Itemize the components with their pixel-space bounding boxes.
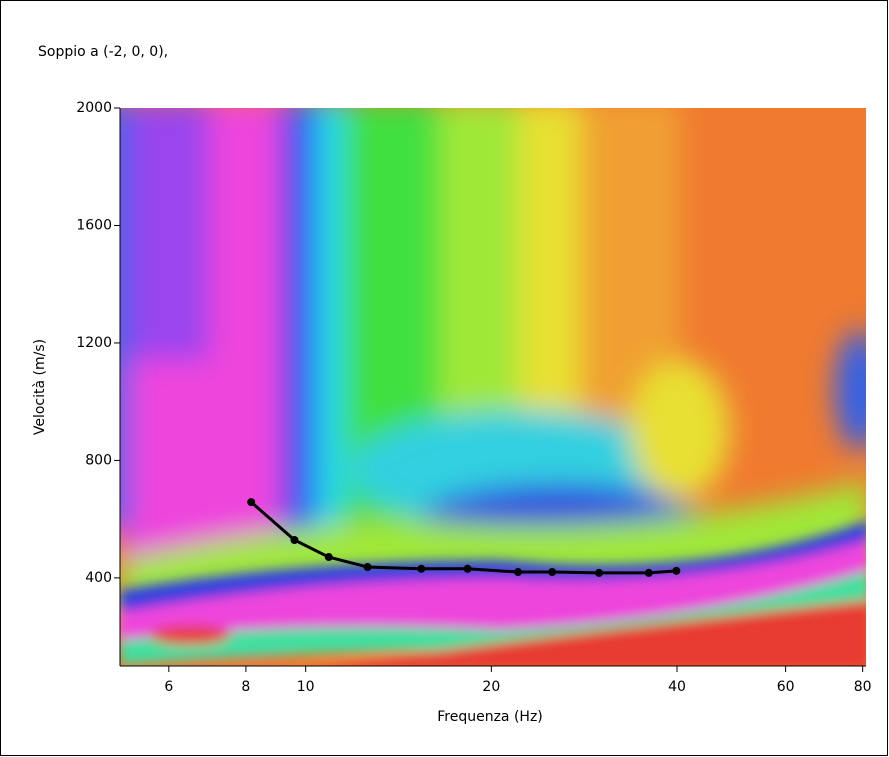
y-tick-label: 400 [85, 570, 112, 586]
pick-point [247, 498, 256, 507]
pick-point [463, 564, 472, 573]
y-tick-label: 800 [85, 452, 112, 468]
pick-point [672, 566, 681, 575]
x-tick-label: 6 [164, 679, 173, 695]
y-axis-label: Velocità (m/s) [32, 339, 48, 435]
pick-point [417, 564, 426, 573]
pick-point [324, 553, 333, 562]
pick-point [644, 568, 653, 577]
pick-point [363, 563, 372, 572]
x-tick-label: 80 [854, 679, 872, 695]
x-tick-label: 10 [297, 679, 315, 695]
x-tick-label: 20 [482, 679, 500, 695]
dispersion-image [120, 108, 866, 666]
y-tick-label: 2000 [76, 100, 112, 116]
pick-point [595, 568, 604, 577]
x-tick-label: 8 [241, 679, 250, 695]
pick-point [290, 536, 299, 545]
x-axis-label: Frequenza (Hz) [437, 709, 543, 725]
x-tick-label: 60 [777, 679, 795, 695]
pick-point [548, 568, 557, 577]
chart-title: Soppio a (-2, 0, 0), [38, 44, 168, 60]
pick-point [514, 568, 523, 577]
x-tick-label: 40 [668, 679, 686, 695]
y-tick-label: 1200 [76, 335, 112, 351]
y-tick-label: 1600 [76, 217, 112, 233]
